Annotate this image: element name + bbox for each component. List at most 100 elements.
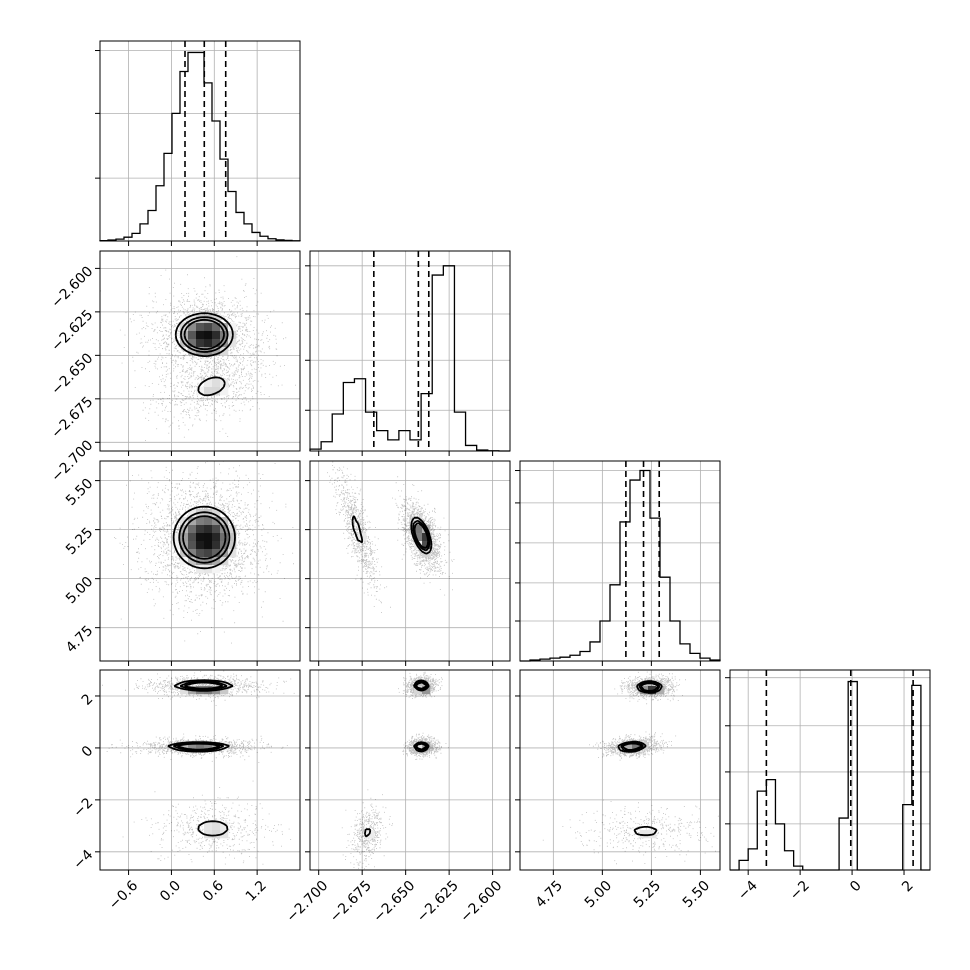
pair-2-0-cell <box>220 533 229 542</box>
pair-2-0-cell <box>196 533 205 542</box>
x-tick-label-0-0: −0.6 <box>106 878 141 913</box>
x-tick-label-3-3: 2 <box>899 878 917 896</box>
panels-group: −0.6 0.0 0.6 1.2 −2.700−2.675−2.650−2.625−2.… <box>48 40 931 926</box>
pair-2-0-cell <box>228 533 237 542</box>
pair-2-1-frame <box>309 460 511 662</box>
pair-3-0-cell <box>212 822 221 831</box>
y-tick-label-3-0: −4 <box>70 847 96 873</box>
pair-2-0-contour-2 <box>182 515 227 560</box>
pair-3-2-cell <box>656 686 665 695</box>
pair-3-2-density <box>624 686 665 839</box>
pair-2-0-cell <box>204 533 213 542</box>
y-tick-label-2-0: 4.75 <box>63 623 96 656</box>
pair-1-0-frame <box>99 250 301 452</box>
pair-panel-3-0 <box>95 669 301 875</box>
pair-1-0-cell <box>228 323 237 332</box>
pair-1-0-cell <box>220 323 229 332</box>
pair-3-2-cell <box>624 742 633 751</box>
pair-2-0-cell <box>188 517 197 526</box>
histogram-panel-1 <box>305 250 511 456</box>
pair-3-0-cell <box>220 822 229 831</box>
pair-3-2-contour-2 <box>621 682 659 751</box>
pair-2-0-cell <box>196 525 205 534</box>
pair-1-0-cell <box>212 315 221 324</box>
x-tick-label-3-0: −4 <box>735 878 761 904</box>
pair-1-0-cell <box>204 323 213 332</box>
pair-1-0-cell <box>228 339 237 348</box>
pair-3-0-cell <box>220 686 229 695</box>
pair-3-0-cell <box>204 742 213 751</box>
pair-1-0-cell <box>204 387 213 396</box>
x-tick-label-2-1: 5.00 <box>582 878 615 911</box>
pair-panel-3-2 <box>515 669 721 875</box>
x-tick-label-1-1: −2.675 <box>327 878 375 926</box>
x-tick-label-2-2: 5.25 <box>631 878 664 911</box>
pair-3-1-contour-2 <box>415 681 428 751</box>
pair-2-0-cell <box>196 557 205 566</box>
y-tick-label-2-2: 5.25 <box>63 525 96 558</box>
hist-3-frame <box>729 669 931 871</box>
pair-3-2-content <box>520 670 720 870</box>
hist-2-frame <box>519 460 721 662</box>
x-tick-label-2-0: 4.75 <box>533 878 566 911</box>
pair-2-0-frame <box>99 460 301 662</box>
pair-1-0-cell <box>212 331 221 340</box>
pair-3-0-samples <box>102 670 295 865</box>
pair-1-0-cell <box>220 347 229 356</box>
hist-1-bars <box>309 265 510 452</box>
pair-2-0-cell <box>212 525 221 534</box>
pair-1-0-cell <box>188 331 197 340</box>
pair-2-0-cell <box>204 541 213 550</box>
pair-2-0-cell <box>204 549 213 558</box>
y-tick-label-1-0: −2.700 <box>48 437 96 485</box>
histogram-panel-0 <box>95 40 301 246</box>
pair-2-0-cell <box>212 541 221 550</box>
pair-2-0-cell <box>212 533 221 542</box>
pair-1-0-cell <box>196 387 205 396</box>
x-tick-label-1-2: −2.650 <box>370 878 418 926</box>
pair-3-0-content <box>100 670 300 870</box>
pair-1-0-cell <box>180 323 189 332</box>
pair-panel-2-1 <box>305 460 511 666</box>
pair-panel-2-0 <box>95 460 301 666</box>
x-tick-label-1-0: −2.700 <box>283 878 331 926</box>
pair-2-1-samples <box>327 461 455 613</box>
pair-1-0-cell <box>196 331 205 340</box>
pair-1-0-cell <box>220 387 229 396</box>
y-tick-label-1-2: −2.650 <box>48 350 96 398</box>
pair-3-1-content <box>310 670 510 870</box>
pair-3-0-contour-2 <box>176 681 224 751</box>
pair-3-2-cell <box>640 742 649 751</box>
x-tick-label-2-3: 5.50 <box>680 878 713 911</box>
pair-3-1-points <box>341 671 449 870</box>
pair-1-0-cell <box>204 315 213 324</box>
pair-1-0-cell <box>196 323 205 332</box>
x-tick-label-0-2: 0.6 <box>200 878 227 905</box>
pair-3-0-cell <box>220 830 229 839</box>
pair-1-0-cell <box>196 315 205 324</box>
pair-2-0-cell <box>204 525 213 534</box>
x-tick-label-1-4: −2.600 <box>457 878 505 926</box>
pair-2-0-contour-1 <box>178 511 231 564</box>
x-tick-label-0-1: 0.0 <box>157 878 184 905</box>
pair-3-1-samples <box>341 671 449 870</box>
pair-2-0-cell <box>188 549 197 558</box>
pair-3-1-frame <box>309 669 511 871</box>
pair-3-2-cell <box>640 830 649 839</box>
pair-panel-1-0 <box>95 250 301 456</box>
pair-1-0-cell <box>204 331 213 340</box>
pair-2-0-contour-0 <box>172 505 236 570</box>
x-tick-label-3-2: 0 <box>847 878 865 896</box>
y-tick-label-3-2: 0 <box>79 743 97 761</box>
pair-2-0-cell <box>212 557 221 566</box>
y-tick-label-1-3: −2.625 <box>48 307 96 355</box>
pair-2-1-contour-2 <box>413 522 429 549</box>
histogram-panel-2 <box>515 460 721 666</box>
pair-2-1-cell <box>414 525 423 534</box>
pair-2-0-cell <box>228 549 237 558</box>
pair-1-0-cell <box>196 339 205 348</box>
pair-1-0-cell <box>204 339 213 348</box>
pair-3-0-cell <box>180 686 189 695</box>
pair-3-0-cell <box>180 742 189 751</box>
pair-3-1-density <box>366 686 431 839</box>
